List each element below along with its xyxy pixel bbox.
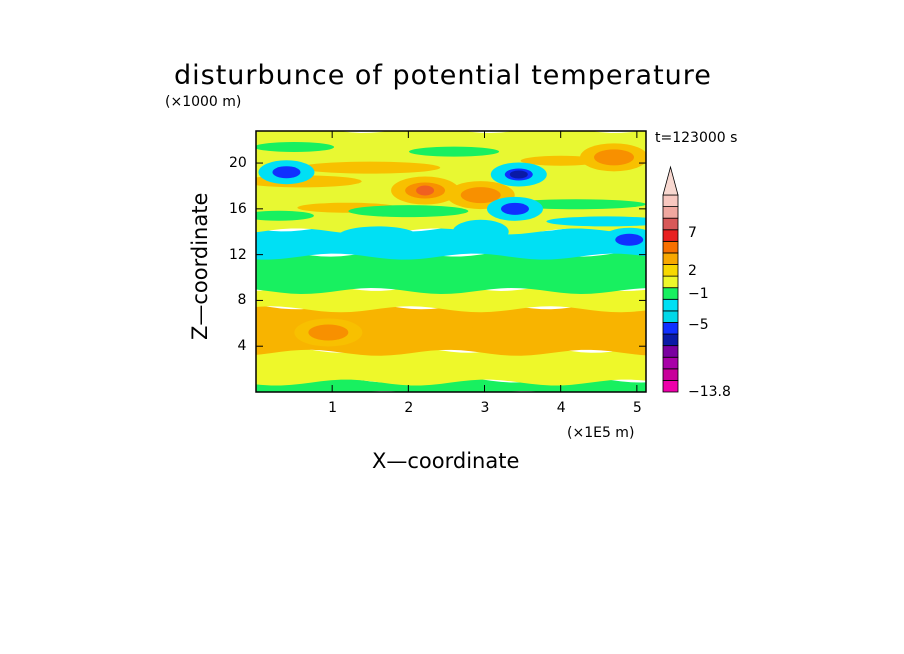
field-streak (546, 216, 646, 227)
cold-anomaly-core (500, 202, 529, 215)
colorbar-extend-arrow (662, 165, 679, 196)
cold-anomaly (452, 219, 509, 244)
colorbar-label: −1 (688, 286, 709, 303)
x-tick-label: 3 (480, 400, 490, 416)
colorbar-swatch (662, 275, 679, 289)
field-band (256, 284, 646, 313)
x-tick-label: 4 (556, 400, 566, 416)
field-layer (256, 131, 646, 392)
colorbar-swatch (662, 287, 679, 300)
colorbar-swatch (662, 310, 679, 323)
field-streak (256, 210, 314, 221)
colorbar-swatch (662, 345, 679, 358)
field-streak (463, 313, 644, 326)
y-axis-label: Z—coordinate (188, 192, 212, 340)
field-streak (417, 362, 598, 371)
x-axis-unit: (×1E5 m) (567, 425, 635, 441)
field-streak (337, 226, 418, 247)
warm-anomaly-core (460, 187, 501, 204)
colorbar-swatch (662, 368, 679, 381)
chart-title: disturbunce of potential temperature (174, 60, 712, 91)
colorbar-swatch (662, 194, 679, 207)
warm-anomaly-peak (416, 185, 435, 196)
colorbar-label: 7 (688, 225, 697, 242)
field-streak (256, 142, 335, 153)
colorbar-swatch (662, 322, 679, 335)
colorbar-swatch (662, 264, 679, 277)
y-tick-label: 8 (237, 292, 247, 309)
colorbar-swatch (662, 229, 679, 242)
field-band (256, 250, 646, 294)
y-tick-label: 20 (229, 155, 247, 172)
colorbar-swatch (662, 380, 679, 393)
x-tick-label: 1 (328, 400, 338, 416)
colorbar-swatch (662, 333, 679, 347)
field-streak (409, 146, 500, 157)
field-streak (348, 205, 469, 218)
colorbar-label: −5 (688, 316, 709, 333)
colorbar-label: 2 (688, 263, 697, 280)
x-tick-label: 5 (632, 400, 642, 416)
colorbar-label: −13.8 (688, 384, 731, 400)
plot-frame (255, 130, 647, 393)
colorbar-swatch (662, 206, 679, 219)
colorbar-swatch (662, 356, 679, 370)
field-streak (300, 161, 441, 174)
cold-anomaly-peak (509, 170, 528, 179)
y-axis-unit: (×1000 m) (165, 94, 242, 110)
y-tick-label: 4 (237, 338, 247, 355)
colorbar-swatch (662, 217, 679, 231)
warm-anomaly-core (594, 149, 635, 166)
cold-anomaly-core (272, 166, 301, 179)
warm-anomaly-core (308, 324, 349, 341)
colorbar-swatch (662, 240, 679, 254)
x-axis-label: X—coordinate (372, 449, 520, 473)
y-tick-label: 16 (229, 200, 247, 217)
x-tick-label: 2 (404, 400, 414, 416)
cold-anomaly-core (615, 233, 644, 246)
colorbar-swatch (662, 298, 679, 312)
field-band (256, 225, 646, 260)
time-label: t=123000 s (655, 130, 738, 146)
colorbar-swatch (662, 252, 679, 265)
y-tick-label: 12 (229, 246, 247, 263)
